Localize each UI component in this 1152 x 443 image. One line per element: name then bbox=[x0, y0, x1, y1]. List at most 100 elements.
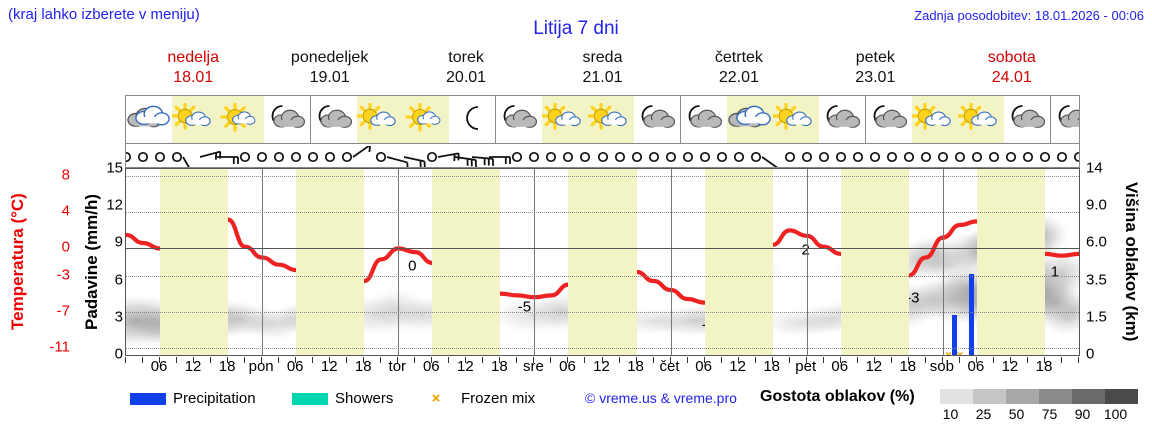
time-tick bbox=[788, 357, 790, 363]
temperature-point-label: 0 bbox=[408, 257, 417, 275]
time-tick bbox=[567, 357, 569, 363]
time-tick bbox=[431, 357, 433, 363]
time-label: 06 bbox=[422, 358, 440, 375]
wind-calm-icon bbox=[709, 144, 735, 167]
time-label: 18 bbox=[354, 358, 372, 375]
gridline bbox=[126, 347, 1079, 349]
wind-barb-icon bbox=[453, 144, 479, 167]
wind-calm-icon bbox=[896, 144, 922, 167]
wind-calm-icon bbox=[555, 144, 581, 167]
showers-swatch bbox=[292, 392, 328, 405]
day-header-1: ponedeljek 19.01 bbox=[261, 48, 397, 92]
location-menu-note[interactable]: (kraj lahko izberete v meniju) bbox=[8, 6, 200, 23]
wind-calm-icon bbox=[126, 144, 139, 167]
density-swatch bbox=[1072, 389, 1105, 404]
wind-calm-icon bbox=[419, 144, 445, 167]
sunny-icon bbox=[403, 96, 449, 143]
wind-calm-icon bbox=[164, 144, 190, 167]
partly-sunny-icon bbox=[773, 96, 819, 143]
time-label: čet bbox=[659, 358, 680, 375]
wind-calm-icon bbox=[300, 144, 326, 167]
time-tick bbox=[873, 357, 875, 363]
time-tick bbox=[669, 357, 671, 363]
day-header-4: četrtek 22.01 bbox=[671, 48, 807, 92]
wind-calm-icon bbox=[794, 144, 820, 167]
time-label: 06 bbox=[559, 358, 576, 375]
precipitation-bar bbox=[951, 315, 957, 355]
day-name: nedelja bbox=[167, 49, 220, 66]
precipitation-tick-label: 12 bbox=[106, 196, 123, 214]
cloud-density-title: Gostota oblakov (%) bbox=[760, 388, 915, 405]
density-swatch bbox=[1105, 389, 1138, 404]
time-label: 18 bbox=[763, 358, 781, 375]
wind-calm-icon bbox=[879, 144, 905, 167]
time-tick bbox=[142, 357, 144, 363]
wind-calm-icon bbox=[130, 144, 156, 167]
temperature-tick-label: -3 bbox=[56, 266, 70, 284]
wind-calm-icon bbox=[658, 144, 684, 167]
time-tick bbox=[635, 357, 637, 363]
time-tick bbox=[958, 357, 960, 363]
moon-cloudy-icon bbox=[819, 96, 865, 143]
moon-cloudy-icon bbox=[311, 96, 357, 143]
time-tick bbox=[516, 357, 518, 363]
time-axis-labels: 06 12 18 pon 06 12 18 tor 06 12 18 sre 06 12 18 čet 06 12… bbox=[125, 357, 1080, 380]
time-tick bbox=[227, 357, 229, 363]
temperature-tick-label: -11 bbox=[49, 338, 70, 356]
wind-calm-icon bbox=[862, 144, 888, 167]
time-tick bbox=[686, 357, 688, 363]
time-tick bbox=[618, 357, 620, 363]
time-label: 12 bbox=[865, 358, 883, 375]
time-label: sob bbox=[929, 358, 954, 375]
wind-barb-icon bbox=[351, 144, 377, 167]
time-label: 12 bbox=[320, 358, 338, 375]
time-tick bbox=[601, 357, 603, 363]
wind-calm-icon bbox=[981, 144, 1007, 167]
copyright-label[interactable]: © vreme.us & vreme.pro bbox=[585, 390, 737, 406]
day-header-strip: nedelja 18.01 ponedeljek 19.01 torek 20.01 sre… bbox=[125, 48, 1080, 92]
legend-precipitation-label: Precipitation bbox=[173, 390, 256, 407]
temperature-tick-label: -7 bbox=[56, 302, 70, 320]
temperature-tick-label: 0 bbox=[61, 238, 70, 256]
time-tick bbox=[363, 357, 365, 363]
time-tick bbox=[584, 357, 586, 363]
time-label: 12 bbox=[457, 358, 474, 375]
time-tick bbox=[125, 357, 126, 363]
page-title: Litija 7 dni bbox=[533, 18, 619, 39]
legend: Precipitation Showers × Frozen mix © vre… bbox=[130, 388, 1145, 434]
day-header-5: petek 23.01 bbox=[807, 48, 943, 92]
cloudy-icon bbox=[126, 96, 172, 143]
partly-sunny-icon bbox=[912, 96, 958, 143]
day-name: četrtek bbox=[714, 49, 763, 66]
time-tick bbox=[176, 357, 178, 363]
daytime-band bbox=[976, 169, 1045, 355]
time-tick bbox=[720, 357, 722, 363]
time-tick bbox=[278, 357, 280, 363]
wind-barb-row bbox=[125, 143, 1080, 168]
time-tick bbox=[550, 357, 552, 363]
day-separator bbox=[534, 169, 536, 355]
time-label: 06 bbox=[967, 358, 985, 375]
wind-calm-icon bbox=[368, 144, 394, 167]
time-tick bbox=[482, 357, 484, 363]
temperature-point-label: -5 bbox=[517, 298, 532, 316]
day-separator bbox=[942, 169, 944, 355]
density-value-label: 25 bbox=[975, 406, 992, 422]
wind-calm-icon bbox=[828, 144, 854, 167]
day-name: sobota bbox=[987, 49, 1036, 66]
frozen-mix-icon: × bbox=[431, 390, 441, 407]
frozen-mix-marker: × bbox=[956, 348, 964, 356]
day-date: 20.01 bbox=[446, 69, 487, 86]
time-tick bbox=[652, 357, 654, 363]
wind-calm-icon bbox=[232, 144, 258, 167]
daytime-band bbox=[704, 169, 773, 355]
day-separator bbox=[398, 169, 400, 355]
time-label: 18 bbox=[218, 358, 236, 375]
daytime-band bbox=[432, 169, 501, 355]
time-tick bbox=[992, 357, 994, 363]
density-value-label: 10 bbox=[942, 406, 959, 422]
day-date: 18.01 bbox=[173, 69, 214, 86]
page-header: (kraj lahko izberete v meniju) Litija 7 … bbox=[0, 0, 1152, 40]
wind-calm-icon bbox=[964, 144, 990, 167]
